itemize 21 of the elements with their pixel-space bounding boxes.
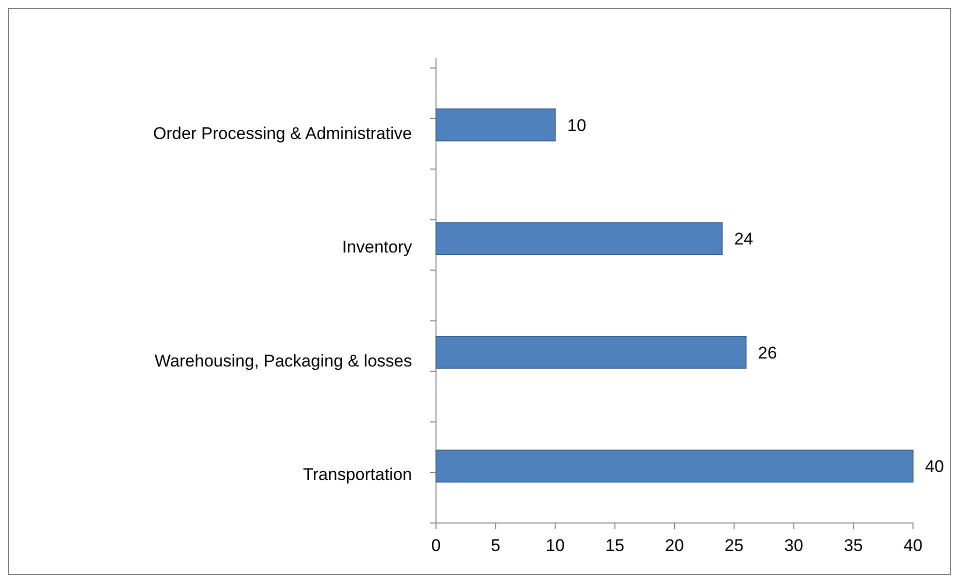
bar (436, 108, 556, 142)
x-tick-label: 40 (904, 536, 922, 555)
x-tick-label: 5 (490, 536, 500, 555)
y-tick-label: Transportation (303, 465, 412, 484)
x-tick-label: 10 (546, 536, 565, 555)
data-label: 40 (925, 457, 944, 476)
x-tick-label: 30 (784, 536, 804, 555)
x-tick-label: 25 (724, 536, 744, 555)
x-tick-label: 15 (605, 536, 624, 555)
y-tick-label: Inventory (342, 238, 412, 257)
bar (436, 450, 914, 483)
x-tick-label: 20 (665, 536, 684, 555)
x-tick-label: 35 (844, 536, 863, 555)
y-tick-label: Warehousing, Packaging & losses (154, 351, 412, 370)
bar (436, 336, 747, 369)
data-label: 24 (734, 230, 754, 249)
data-label: 26 (758, 343, 777, 362)
x-tick-label: 0 (431, 536, 441, 555)
data-label: 10 (567, 116, 586, 135)
bar (436, 222, 723, 256)
y-tick-label: Order Processing & Administrative (153, 124, 412, 143)
